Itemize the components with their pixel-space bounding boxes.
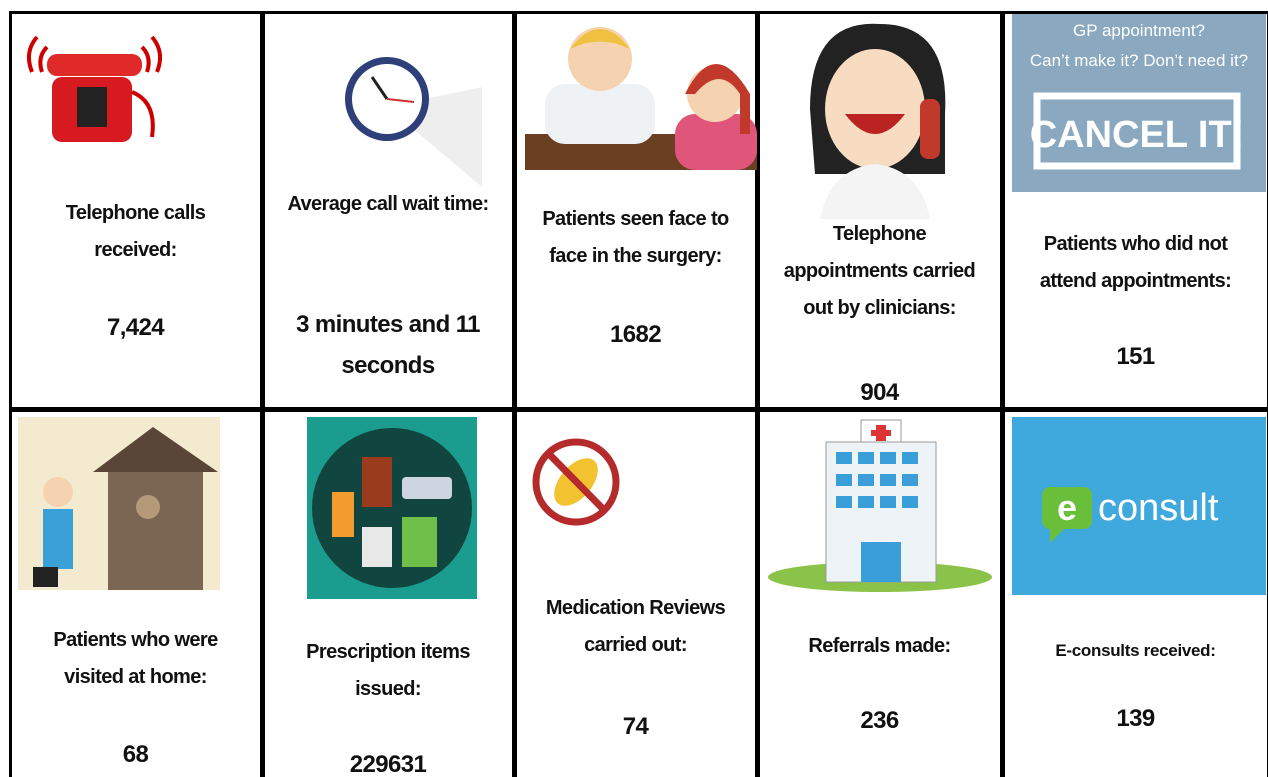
phone-icon: [22, 32, 167, 147]
label: Patients seen face to face in the surger…: [523, 201, 748, 275]
econsult-image: e consult: [1012, 417, 1266, 595]
hospital-image: [766, 417, 994, 592]
cell: GP appointment? Can’t make it? Don’t nee…: [1002, 11, 1268, 410]
image-text: Can’t make it? Don’t need it?: [1029, 51, 1247, 70]
cell: Telephone calls received: 7,424: [9, 11, 263, 410]
page: Telephone calls received: 7,424 Average …: [0, 0, 1268, 777]
label: Average call wait time:: [263, 186, 513, 223]
clock-icon: [342, 47, 482, 187]
consultation-image: [525, 14, 757, 170]
cell: e consult E-consults received: 139: [1002, 409, 1268, 777]
label: Patients who were visited at home:: [41, 622, 231, 696]
label: Referrals made:: [765, 628, 995, 665]
label: Prescription items issued:: [291, 634, 486, 708]
cell: Patients seen face to face in the surger…: [514, 11, 758, 410]
image-text: e: [1056, 487, 1076, 528]
cell: Patients who were visited at home: 68: [9, 409, 263, 777]
value: 151: [1021, 336, 1251, 377]
value: 904: [765, 372, 995, 413]
image-text: CANCEL IT!: [1029, 114, 1244, 156]
image-text: consult: [1098, 487, 1219, 529]
image-text: GP appointment?: [1073, 21, 1205, 40]
cancel-image: GP appointment? Can’t make it? Don’t nee…: [1012, 14, 1266, 192]
label: Patients who did not attend appointments…: [1023, 226, 1248, 300]
cell: Medication Reviews carried out: 74: [514, 409, 758, 777]
value: 3 minutes and 11 seconds: [281, 304, 496, 386]
label: E-consults received:: [1021, 632, 1251, 669]
value: 236: [765, 700, 995, 741]
cell: Referrals made: 236: [757, 409, 1003, 777]
value: 139: [1021, 698, 1251, 739]
value: 7,424: [21, 307, 251, 348]
label: Telephone appointments carried out by cl…: [772, 216, 987, 327]
home-visit-image: [18, 417, 220, 590]
value: 74: [521, 706, 751, 747]
medicines-image: [307, 417, 477, 599]
clinician-image: [790, 19, 955, 219]
no-pill-icon: [529, 427, 624, 547]
value: 1682: [521, 314, 751, 355]
cell: Average call wait time: 3 minutes and 11…: [262, 11, 515, 410]
value: 229631: [273, 744, 503, 777]
label: Medication Reviews carried out:: [533, 590, 738, 664]
label: Telephone calls received:: [48, 195, 223, 269]
value: 68: [21, 734, 251, 775]
cell: Prescription items issued: 229631: [262, 409, 515, 777]
cell: Telephone appointments carried out by cl…: [757, 11, 1003, 410]
